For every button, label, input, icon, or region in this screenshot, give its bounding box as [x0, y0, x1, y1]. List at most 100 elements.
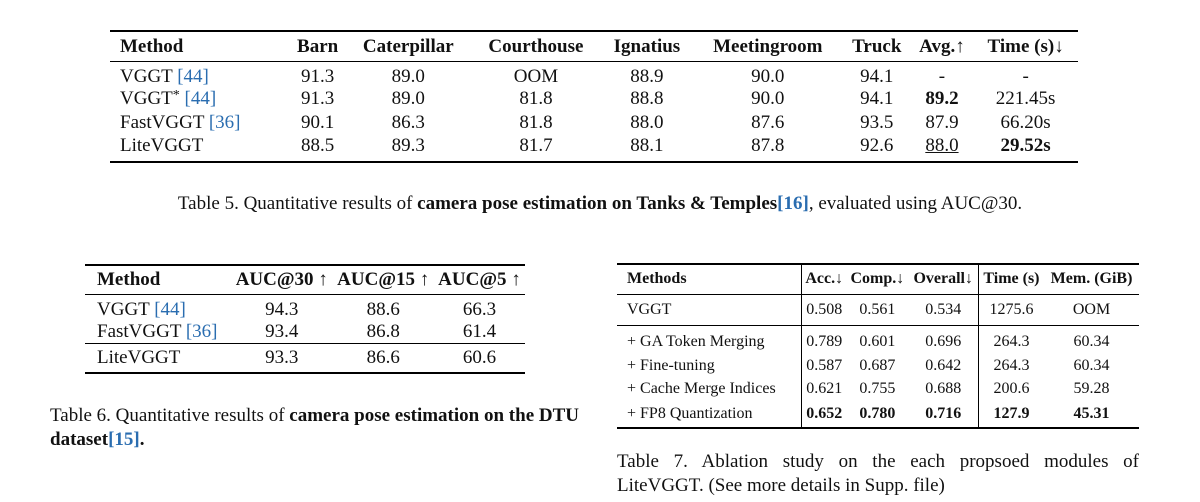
table-6-caption: Table 6. Quantitative results of camera …: [50, 404, 590, 452]
table-cell: 264.3: [977, 324, 1045, 355]
table-row: + FP8 Quantization 0.652 0.780 0.716 127…: [617, 400, 1139, 429]
table-cell: 88.8: [630, 88, 664, 110]
table-cell: 93.3: [231, 342, 333, 374]
table-cell: 60.34: [1044, 324, 1139, 355]
table-6-header-auc30: AUC@30 ↑: [231, 264, 333, 295]
table-row: FastVGGT [36] 93.4 86.8 61.4: [85, 321, 525, 344]
table-5-header-row: Method Barn Caterpillar Courthouse Ignat…: [110, 30, 1078, 62]
table-row: VGGT* [44] 91.3 89.0 81.8 88.8 90.0 94.1…: [110, 88, 1078, 112]
table-cell: 88.1: [601, 134, 693, 163]
table-cell: 87.6: [751, 111, 785, 133]
table-5-header-truck: Truck: [842, 30, 911, 62]
table-7-header-row: Methods Acc.↓ Comp.↓ Overall↓ Time (s) M…: [617, 263, 1139, 295]
method-cell: LiteVGGT: [110, 134, 290, 163]
method-name: FastVGGT: [97, 320, 186, 342]
table-cell: 93.4: [265, 320, 299, 342]
table-7-header-overall: Overall↓: [908, 263, 979, 295]
method-cell: VGGT [44]: [85, 294, 231, 321]
table-5-header-barn: Barn: [289, 30, 346, 62]
table-row: + Cache Merge Indices 0.621 0.755 0.688 …: [617, 377, 1139, 401]
citation-link[interactable]: [44]: [154, 298, 186, 320]
table-cell: 90.0: [751, 65, 785, 87]
table-cell: 0.534: [925, 300, 962, 318]
table-cell: 0.621: [801, 377, 847, 401]
table-7-header-comp: Comp.↓: [846, 263, 909, 295]
table-row: FastVGGT [36] 90.1 86.3 81.8 88.0 87.6 9…: [110, 111, 1078, 135]
table-cell: 1275.6: [977, 294, 1045, 325]
table-6-header-auc15: AUC@15 ↑: [332, 264, 434, 295]
table-row: + GA Token Merging 0.789 0.601 0.696 264…: [617, 324, 1139, 355]
table-cell: 81.7: [470, 134, 602, 163]
table-7-header-methods: Methods: [617, 263, 802, 295]
table-cell: 60.34: [1073, 357, 1110, 374]
method-name: LiteVGGT: [97, 346, 181, 368]
table-cell: 264.3: [977, 354, 1045, 378]
method-name: VGGT: [97, 298, 155, 320]
table-row: VGGT 0.508 0.561 0.534 1275.6 OOM: [617, 294, 1139, 325]
table-cell: 87.8: [692, 134, 843, 163]
table-cell: 91.3: [301, 65, 335, 87]
table-5-header-time: Time (s)↓: [973, 30, 1078, 62]
table-cell: 90.1: [301, 111, 335, 133]
table-cell: 86.6: [332, 342, 434, 374]
table-7-caption: Table 7. Ablation study on the each prop…: [617, 451, 1139, 496]
table-row: + Fine-tuning 0.587 0.687 0.642 264.3 60…: [617, 354, 1139, 378]
table-cell: 66.20s: [1000, 111, 1051, 133]
table-cell: 86.8: [366, 320, 400, 342]
method-name: + Fine-tuning: [627, 357, 715, 374]
table-7-header-acc: Acc.↓: [801, 263, 847, 295]
table-cell-best: 29.52s: [973, 134, 1078, 163]
citation-link[interactable]: [36]: [208, 111, 241, 133]
table-cell-best: 127.9: [977, 400, 1045, 429]
table-cell: 86.3: [391, 111, 425, 133]
table-cell: 81.8: [519, 111, 553, 133]
caption-bold-text: camera pose estimation on the DTU datase…: [50, 405, 579, 450]
method-name: LiteVGGT: [120, 134, 204, 156]
method-name: VGGT: [120, 65, 178, 87]
method-name: VGGT: [120, 88, 173, 110]
table-7: Methods Acc.↓ Comp.↓ Overall↓ Time (s) M…: [617, 263, 1139, 429]
citation-link[interactable]: [44]: [177, 65, 209, 87]
table-cell: 81.8: [519, 88, 553, 110]
table-cell: 0.561: [859, 300, 896, 318]
method-name: + GA Token Merging: [617, 324, 802, 355]
table-cell: 89.0: [391, 88, 425, 110]
table-cell: 88.9: [630, 65, 664, 87]
table-cell: 0.642: [925, 357, 962, 374]
method-cell: LiteVGGT: [85, 342, 232, 374]
table-cell: 91.3: [301, 88, 335, 110]
table-row: VGGT [44] 91.3 89.0 OOM 88.9 90.0 94.1 -…: [110, 61, 1078, 88]
table-cell: -: [1022, 65, 1029, 87]
table-cell-best: 0.780: [846, 400, 909, 429]
citation-link[interactable]: [44]: [184, 88, 217, 110]
table-cell: OOM: [1072, 300, 1111, 318]
caption-bold-text: camera pose estimation on Tanks & Temple…: [417, 193, 778, 214]
table-cell: 60.6: [433, 342, 525, 374]
table-cell: 89.3: [345, 134, 471, 163]
method-cell: FastVGGT [36]: [85, 321, 231, 344]
table-cell: 66.3: [462, 298, 497, 320]
citation-link[interactable]: [15]: [108, 429, 140, 450]
table-cell: 88.0: [630, 111, 664, 133]
table-cell: 0.587: [801, 354, 847, 378]
table-5-header-caterpillar: Caterpillar: [345, 30, 471, 62]
caption-text: .: [139, 429, 145, 450]
citation-link[interactable]: [36]: [185, 320, 218, 342]
table-7-header-mem: Mem. (GiB): [1044, 263, 1139, 295]
method-cell: VGGT [44]: [110, 61, 289, 88]
table-5-header-ignatius: Ignatius: [601, 30, 693, 62]
table-5-header-courthouse: Courthouse: [470, 30, 602, 62]
table-cell: 200.6: [977, 377, 1045, 401]
table-row: LiteVGGT 93.3 86.6 60.6: [85, 342, 525, 374]
table-cell: 0.688: [925, 380, 962, 397]
table-cell: 88.5: [289, 134, 346, 163]
table-cell: 59.28: [1073, 380, 1110, 397]
table-5: Method Barn Caterpillar Courthouse Ignat…: [110, 30, 1078, 163]
table-cell: 94.3: [265, 298, 299, 320]
table-row: LiteVGGT 88.5 89.3 81.7 88.1 87.8 92.6 8…: [110, 134, 1078, 163]
method-cell: FastVGGT [36]: [110, 111, 289, 135]
caption-text: Table 5. Quantitative results of: [177, 193, 418, 214]
table-cell: 94.1: [860, 65, 894, 87]
citation-link[interactable]: [16]: [777, 193, 809, 214]
table-row: VGGT [44] 94.3 88.6 66.3: [85, 294, 525, 321]
